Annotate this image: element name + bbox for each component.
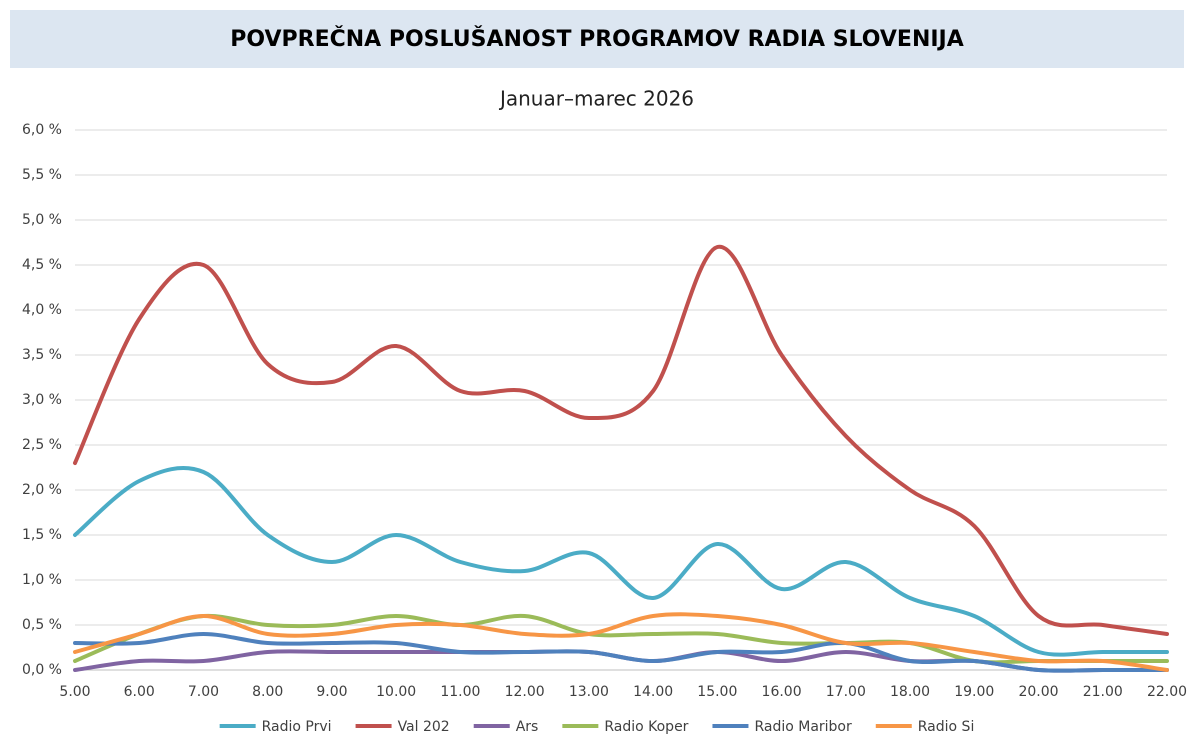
y-tick-label: 4,0 % — [22, 302, 62, 318]
y-tick-label: 5,5 % — [22, 167, 62, 183]
x-tick-label: 18.00 — [890, 684, 930, 700]
legend-label: Ars — [516, 719, 539, 735]
y-tick-label: 0,5 % — [22, 617, 62, 633]
legend-label: Radio Prvi — [262, 719, 332, 735]
x-tick-label: 10.00 — [376, 684, 416, 700]
x-tick-label: 9.00 — [316, 684, 347, 700]
series-line — [73, 244, 1169, 636]
x-tick-label: 8.00 — [252, 684, 283, 700]
x-tick-label: 17.00 — [826, 684, 866, 700]
y-tick-label: 1,5 % — [22, 527, 62, 543]
x-tick-label: 15.00 — [697, 684, 737, 700]
y-tick-label: 2,0 % — [22, 482, 62, 498]
x-tick-label: 16.00 — [762, 684, 802, 700]
title-banner — [10, 10, 1184, 68]
legend-label: Radio Maribor — [754, 719, 852, 735]
x-tick-label: 7.00 — [188, 684, 219, 700]
y-tick-label: 3,0 % — [22, 392, 62, 408]
x-tick-label: 21.00 — [1083, 684, 1123, 700]
y-tick-label: 1,0 % — [22, 572, 62, 588]
y-tick-label: 3,5 % — [22, 347, 62, 363]
legend-label: Val 202 — [398, 719, 450, 735]
x-tick-label: 6.00 — [124, 684, 155, 700]
x-tick-label: 13.00 — [569, 684, 609, 700]
y-tick-label: 6,0 % — [22, 122, 62, 138]
y-tick-label: 4,5 % — [22, 257, 62, 273]
x-tick-label: 22.00 — [1147, 684, 1187, 700]
x-tick-label: 19.00 — [954, 684, 994, 700]
x-tick-label: 14.00 — [633, 684, 673, 700]
legend-label: Radio Koper — [604, 719, 688, 735]
chart-subtitle: Januar–marec 2026 — [498, 87, 694, 111]
y-tick-label: 0,0 % — [22, 662, 62, 678]
x-tick-label: 20.00 — [1018, 684, 1058, 700]
y-tick-label: 2,5 % — [22, 437, 62, 453]
x-tick-label: 11.00 — [440, 684, 480, 700]
series-line — [73, 466, 1169, 657]
chart-title: POVPREČNA POSLUŠANOST PROGRAMOV RADIA SL… — [230, 26, 964, 52]
series-line — [73, 632, 1169, 673]
series-line — [73, 612, 1169, 672]
x-tick-label: 5.00 — [59, 684, 90, 700]
x-tick-label: 12.00 — [505, 684, 545, 700]
y-tick-label: 5,0 % — [22, 212, 62, 228]
legend-label: Radio Si — [918, 719, 975, 735]
